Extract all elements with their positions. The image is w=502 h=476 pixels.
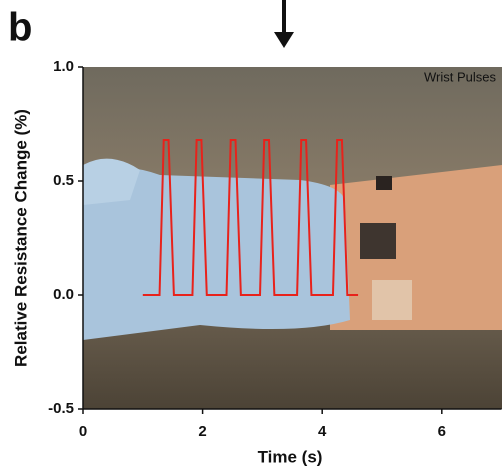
y-tick-label: 0.0	[53, 286, 74, 303]
x-tick-label: 0	[79, 423, 87, 440]
y-tick-label: -0.5	[48, 400, 74, 417]
panel-label: b	[8, 6, 32, 50]
x-axis-label: Time (s)	[258, 447, 323, 466]
x-tick-label: 6	[438, 423, 446, 440]
photo-background	[83, 67, 502, 409]
y-tick-label: 0.5	[53, 172, 74, 189]
arrow-head	[274, 32, 294, 48]
x-tick-label: 4	[318, 423, 327, 440]
y-axis-label: Relative Resistance Change (%)	[11, 109, 30, 367]
x-tick-label: 2	[198, 423, 206, 440]
annotation: Wrist Pulses	[424, 69, 496, 84]
data-line	[142, 138, 359, 296]
y-tick-label: 1.0	[53, 58, 74, 75]
